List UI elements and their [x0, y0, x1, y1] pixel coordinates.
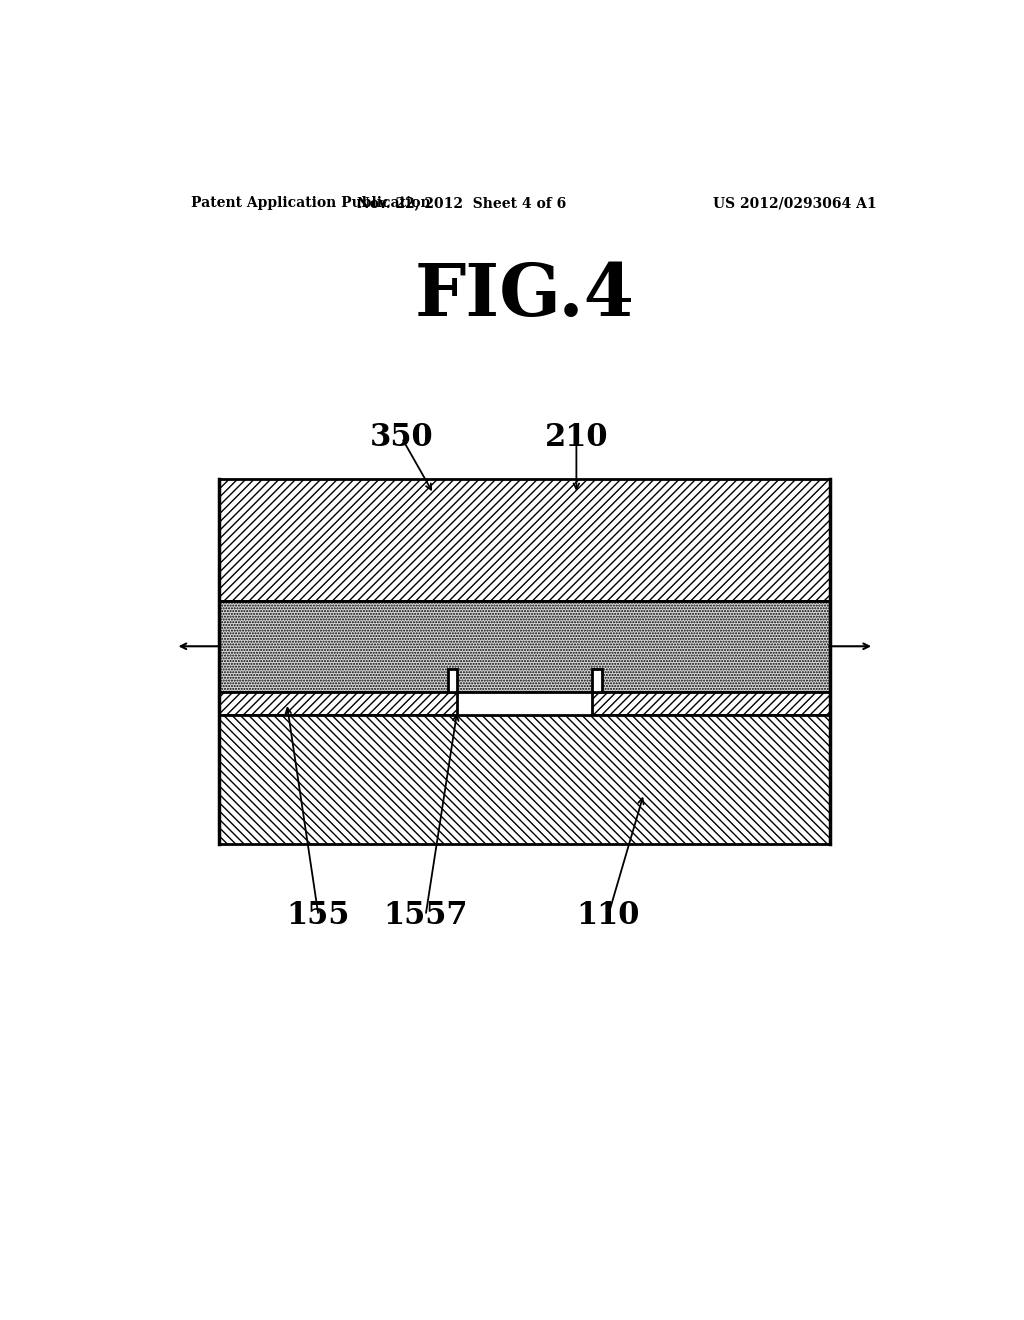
Text: 1557: 1557 [383, 900, 468, 931]
Text: Patent Application Publication: Patent Application Publication [191, 197, 431, 210]
Bar [219, 601, 830, 692]
Text: US 2012/0293064 A1: US 2012/0293064 A1 [713, 197, 877, 210]
Bar [219, 479, 830, 601]
Text: 210: 210 [545, 422, 608, 453]
Bar [447, 669, 458, 692]
Text: 350: 350 [370, 422, 433, 453]
Bar [592, 669, 602, 692]
Text: 155: 155 [287, 900, 350, 931]
Bar [219, 715, 830, 845]
Bar [219, 692, 458, 715]
Text: Nov. 22, 2012  Sheet 4 of 6: Nov. 22, 2012 Sheet 4 of 6 [356, 197, 566, 210]
Text: FIG.4: FIG.4 [415, 260, 635, 331]
Bar [592, 692, 830, 715]
Text: 110: 110 [577, 900, 640, 931]
